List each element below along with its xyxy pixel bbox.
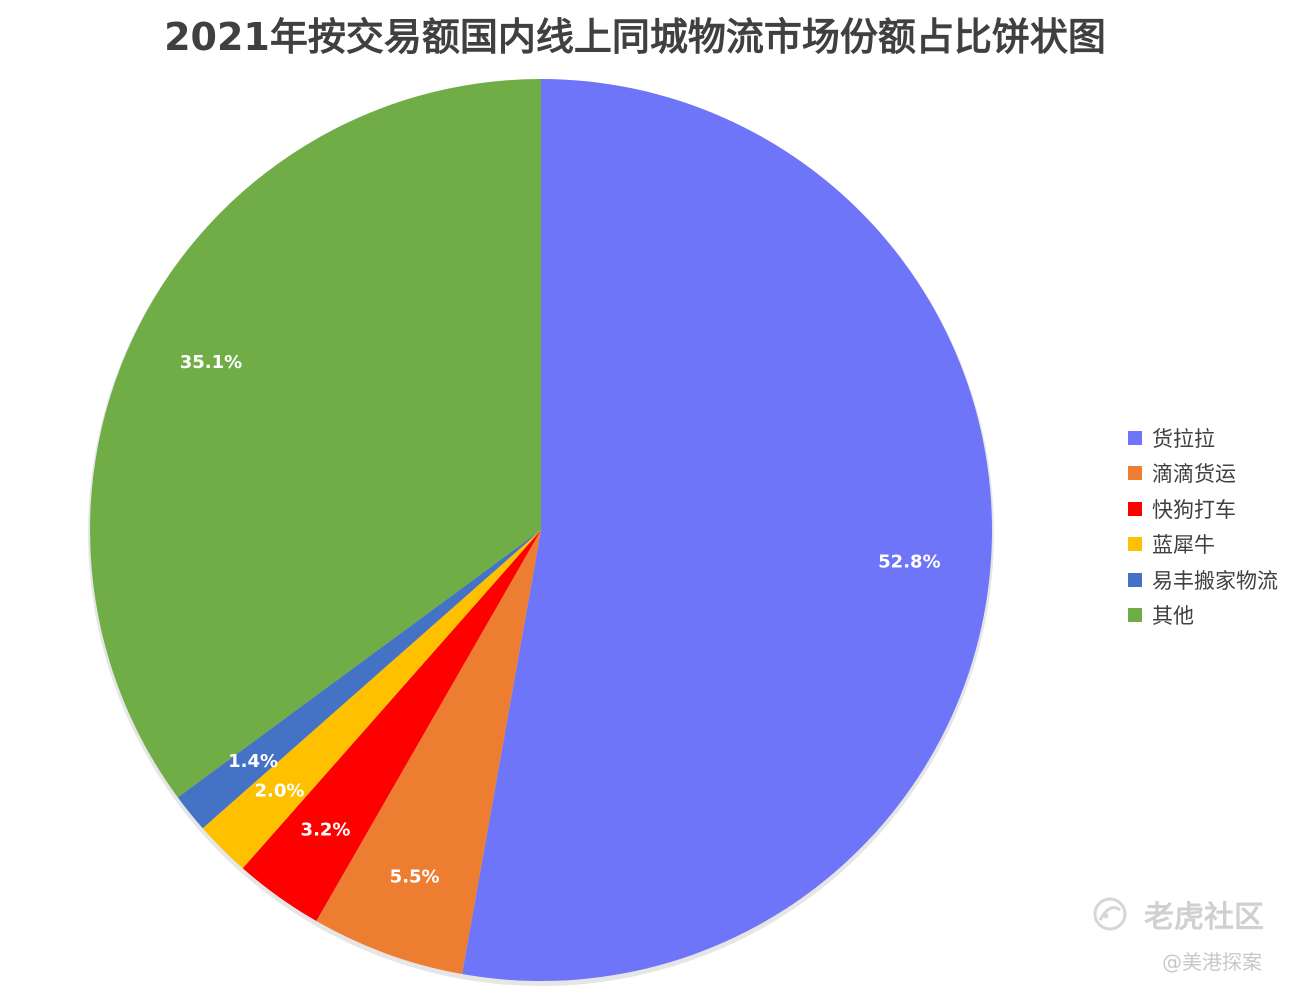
pie-slice-label-5: 35.1% [180, 352, 242, 373]
pie-slice-label-2: 3.2% [301, 820, 351, 841]
pie-slice-3 [202, 530, 542, 869]
legend-item-0: 货拉拉 [1128, 420, 1278, 456]
chart-legend: 货拉拉滴滴货运快狗打车蓝犀牛易丰搬家物流 其他 [1128, 420, 1278, 633]
legend-item-1: 滴滴货运 [1128, 456, 1278, 492]
legend-label-1: 滴滴货运 [1152, 462, 1236, 487]
legend-label-0: 货拉拉 [1152, 426, 1215, 451]
pie-slice-label-4: 1.4% [228, 751, 278, 772]
pie-slice-0 [462, 79, 992, 981]
pie-slice-label-0: 52.8% [878, 551, 940, 572]
legend-item-5: 其他 [1128, 598, 1278, 634]
pie-slice-5 [89, 78, 542, 798]
pie-slice-label-3: 2.0% [255, 781, 305, 802]
watermark: 老虎社区 @美港探案 [1092, 890, 1292, 980]
chart-title: 2021年按交易额国内线上同城物流市场份额占比饼状图 [164, 15, 1106, 59]
legend-label-3: 蓝犀牛 [1152, 533, 1215, 558]
pie-slice-label-1: 5.5% [390, 867, 440, 888]
watermark-name: 老虎社区 [1144, 900, 1264, 935]
legend-swatch-2 [1128, 501, 1142, 516]
legend-swatch-3 [1128, 537, 1142, 552]
legend-swatch-5 [1128, 608, 1142, 623]
legend-label-4: 易丰搬家物流 [1152, 568, 1278, 593]
legend-swatch-4 [1128, 572, 1142, 587]
tiger-community-logo-icon [1093, 897, 1127, 931]
watermark-author: @美港探案 [1162, 950, 1262, 974]
pie-slice-1 [316, 530, 541, 975]
legend-item-2: 快狗打车 [1128, 491, 1278, 527]
legend-swatch-0 [1128, 430, 1142, 445]
pie-slice-2 [242, 530, 541, 922]
legend-swatch-1 [1128, 466, 1142, 481]
legend-label-5: 其他 [1152, 604, 1194, 629]
pie-slice-4 [177, 530, 541, 829]
legend-item-4: 易丰搬家物流 [1128, 562, 1278, 598]
legend-label-2: 快狗打车 [1152, 497, 1236, 522]
legend-item-3: 蓝犀牛 [1128, 527, 1278, 563]
